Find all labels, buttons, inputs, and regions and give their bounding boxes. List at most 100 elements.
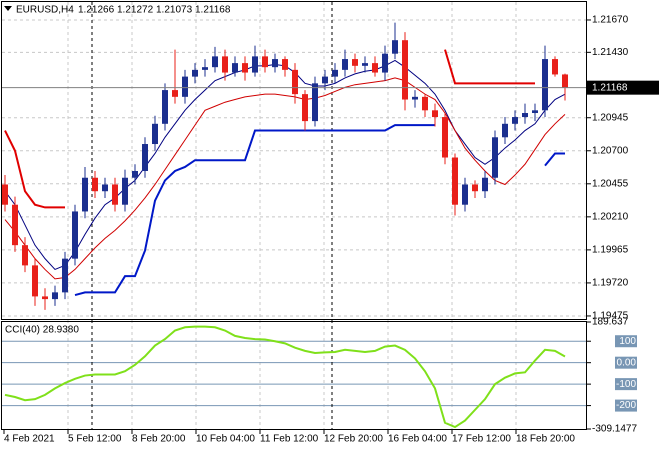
candle-body: [2, 184, 8, 205]
candle-body: [332, 69, 338, 77]
x-tick-label: 16 Feb 04:00: [388, 434, 447, 445]
header-high: 1.21272: [117, 5, 154, 16]
x-tick-label: 8 Feb 20:00: [132, 434, 186, 445]
candle-body: [552, 59, 558, 75]
candle-body: [322, 76, 328, 84]
candle-body: [292, 69, 298, 95]
candle-body: [152, 123, 158, 145]
main-panel-border: [1, 1, 587, 320]
candle-body: [342, 59, 348, 70]
y-tick-label: 189.637: [592, 317, 629, 328]
level-label-box: [615, 378, 637, 391]
candle-body: [312, 83, 318, 122]
candle-body: [272, 59, 278, 68]
candle-body: [382, 53, 388, 73]
y-tick-label: 100: [619, 336, 636, 347]
header-close: 1.21168: [195, 5, 231, 16]
candle-body: [132, 170, 138, 178]
candle-body: [482, 177, 488, 192]
x-tick-label: 18 Feb 20:00: [516, 434, 575, 445]
current-price-box: [587, 80, 659, 95]
candle-body: [492, 137, 498, 178]
indicator-line: [4, 49, 535, 209]
candle-body: [302, 94, 308, 122]
y-tick-label: 1.21670: [592, 15, 629, 26]
candle-body: [422, 96, 428, 111]
level-label-box: [615, 335, 637, 348]
cci-panel-border: [1, 321, 587, 430]
y-tick-label: 0.00: [617, 357, 637, 368]
candle-body: [232, 63, 238, 73]
level-label-box: [615, 399, 637, 412]
candle-body: [202, 67, 208, 70]
candle-body: [392, 40, 398, 54]
x-tick-label: 11 Feb 12:00: [260, 434, 319, 445]
current-price-label: 1.21168: [592, 82, 628, 93]
x-tick-label: 12 Feb 20:00: [324, 434, 383, 445]
grid: [2, 2, 587, 430]
y-tick-label: -100: [616, 379, 636, 390]
candle-body: [362, 63, 368, 66]
candle-body: [252, 56, 258, 73]
y-tick-label: 1.21430: [592, 47, 629, 58]
candle-body: [122, 177, 128, 205]
header-low: 1.21073: [156, 5, 193, 16]
candle-body: [172, 90, 178, 97]
candle-body: [42, 296, 48, 300]
cci-line: [4, 325, 566, 429]
x-tick-label: 17 Feb 12:00: [452, 434, 511, 445]
candle-body: [102, 184, 108, 192]
header-open: 1.21266: [78, 5, 115, 16]
indicator-line: [74, 124, 565, 297]
candle-body: [112, 184, 118, 205]
y-tick-label: 1.20945: [592, 112, 629, 123]
candle-body: [432, 110, 438, 118]
candle-body: [472, 184, 478, 192]
candle-body: [502, 123, 508, 138]
candle-body: [532, 110, 538, 114]
x-tick-label: 4 Feb 2021: [4, 434, 55, 445]
candle-body: [262, 56, 268, 68]
y-tick-label: 1.19475: [592, 311, 629, 322]
x-tick-label: 10 Feb 04:00: [196, 434, 255, 445]
candle-body: [62, 258, 68, 293]
menu-arrow[interactable]: [4, 6, 12, 11]
candle-body: [462, 184, 468, 205]
candle-body: [192, 69, 198, 77]
candle-body: [242, 63, 248, 73]
candle-body: [32, 265, 38, 297]
chart-title: EURUSD,H4: [16, 5, 74, 16]
candle-body: [72, 211, 78, 259]
candle-body: [542, 59, 548, 111]
candle-body: [182, 76, 188, 97]
candle-body: [212, 56, 218, 68]
y-tick-label: -309.1477: [592, 424, 637, 435]
y-tick-label: 1.19720: [592, 278, 629, 289]
candle-body: [442, 117, 448, 158]
indicator-line: [4, 77, 566, 280]
candle-body: [352, 59, 358, 66]
y-tick-label: 1.19965: [592, 245, 629, 256]
candle-body: [82, 177, 88, 212]
candle-body: [372, 63, 378, 73]
candle-body: [92, 177, 98, 192]
candle-body: [22, 245, 28, 266]
y-tick-label: 1.20455: [592, 178, 629, 189]
candle-body: [52, 292, 58, 300]
level-label-box: [615, 356, 637, 369]
candle-body: [222, 56, 228, 73]
candle-body: [412, 96, 418, 100]
candle-body: [452, 157, 458, 205]
indicator-title: CCI(40) 28.9380: [5, 325, 79, 336]
y-tick-label: -200: [616, 400, 636, 411]
candle-body: [142, 144, 148, 171]
candle-body: [282, 59, 288, 70]
candle-body: [12, 204, 18, 246]
plot: [2, 22, 587, 429]
y-tick-label: 1.20210: [592, 211, 629, 222]
candle-body: [562, 74, 568, 88]
candle-body: [402, 40, 408, 100]
y-tick-label: 1.20700: [592, 145, 629, 156]
